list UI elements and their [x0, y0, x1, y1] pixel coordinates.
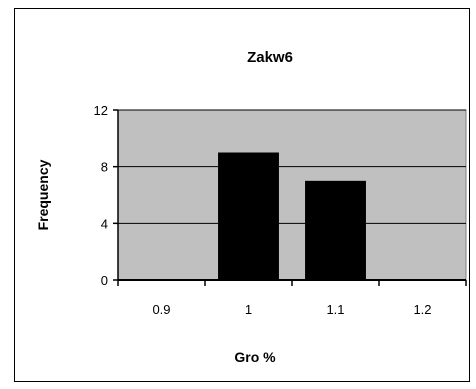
x-tick-label: 1 — [245, 302, 252, 317]
y-axis-title: Frequency — [35, 159, 51, 230]
axes — [117, 110, 467, 286]
gridlines — [113, 109, 466, 281]
plot-area — [117, 109, 467, 281]
bars — [218, 152, 366, 280]
x-tick-labels: 0.9 1 1.1 1.2 — [152, 302, 431, 317]
y-tick-label: 8 — [101, 160, 108, 175]
y-tick-label: 0 — [101, 273, 108, 288]
y-tick-labels: 0 4 8 12 — [94, 103, 108, 288]
y-tick-label: 4 — [101, 216, 108, 231]
x-tick-label: 1.2 — [413, 302, 431, 317]
chart-title: Zakw6 — [247, 49, 293, 66]
bar-1 — [218, 152, 279, 280]
x-tick-label: 1.1 — [326, 302, 344, 317]
x-tick-label: 0.9 — [152, 302, 170, 317]
x-axis-title: Gro % — [234, 349, 276, 365]
y-tick-label: 12 — [94, 103, 108, 118]
bar-1.1 — [305, 180, 366, 280]
